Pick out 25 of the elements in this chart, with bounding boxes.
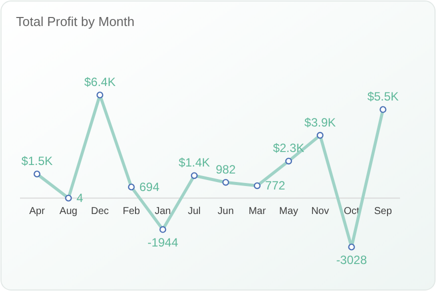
x-tick-label: Jan <box>154 206 171 218</box>
x-tick-label: Nov <box>311 206 329 218</box>
data-label: 4 <box>76 191 84 206</box>
x-tick-label: Jul <box>188 206 201 218</box>
data-label: 694 <box>139 180 160 194</box>
data-label: $3.9K <box>304 115 336 130</box>
x-tick-label: Apr <box>29 206 46 218</box>
chart-title: Total Profit by Month <box>16 14 134 29</box>
x-tick-label: Jun <box>218 206 234 218</box>
data-label: 982 <box>216 162 236 176</box>
data-label: $5.5K <box>367 90 399 104</box>
x-tick-label: Dec <box>91 206 109 218</box>
data-label: -1944 <box>147 236 178 250</box>
data-label: -3028 <box>336 253 368 267</box>
x-tick-label: Oct <box>344 206 360 218</box>
data-label: $1.4K <box>178 156 210 170</box>
x-tick-label: Aug <box>60 206 78 218</box>
x-tick-label: Mar <box>248 206 266 218</box>
x-tick-label: Feb <box>122 206 140 218</box>
data-label: 772 <box>265 178 286 193</box>
data-label: $6.4K <box>84 75 116 89</box>
x-tick-label: Sep <box>374 206 392 218</box>
data-label: $2.3K <box>272 141 304 156</box>
x-tick-label: May <box>279 206 298 218</box>
data-label: $1.5K <box>21 154 53 168</box>
